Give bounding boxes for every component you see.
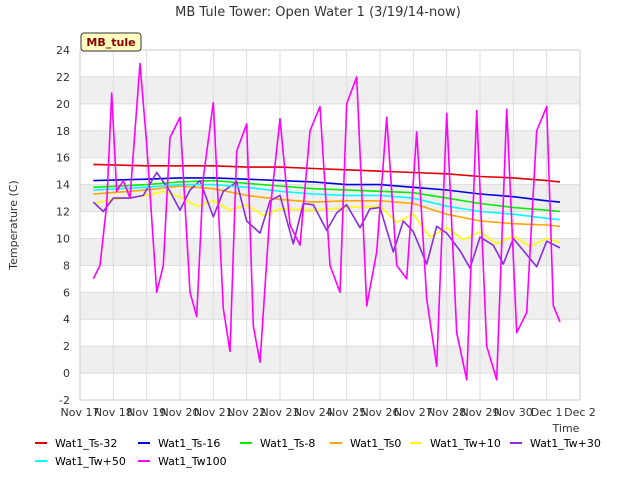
y-tick-label: 2 xyxy=(63,340,70,353)
x-tick-label: Nov 22 xyxy=(227,406,266,419)
legend-item-Wat1_Ts-16: Wat1_Ts-16 xyxy=(138,437,220,450)
x-axis-label: Time xyxy=(552,422,580,435)
plot-band xyxy=(80,76,580,104)
y-tick-label: 18 xyxy=(56,125,70,138)
chart-title: MB Tule Tower: Open Water 1 (3/19/14-now… xyxy=(175,5,461,20)
plot-band xyxy=(80,130,580,158)
badge: MB_tule xyxy=(80,32,142,52)
legend-item-Wat1_Tw+30: Wat1_Tw+30 xyxy=(510,437,601,450)
plot-band xyxy=(80,373,580,400)
series-layer xyxy=(92,62,561,381)
y-tick-label: 14 xyxy=(56,179,70,192)
plot-band xyxy=(80,346,580,374)
plot-band xyxy=(80,157,580,185)
legend-label: Wat1_Ts0 xyxy=(350,437,401,450)
y-tick-label: -2 xyxy=(59,394,70,407)
y-tick-label: 12 xyxy=(56,206,70,219)
legend-item-Wat1_Tw100: Wat1_Tw100 xyxy=(138,455,227,468)
legend-label: Wat1_Ts-32 xyxy=(55,437,117,450)
plot-background xyxy=(80,50,580,400)
legend-label: Wat1_Ts-16 xyxy=(158,437,220,450)
x-tick-label: Nov 25 xyxy=(327,406,366,419)
series-line-Wat1_Ts-8 xyxy=(93,179,561,213)
badge-label: MB_tule xyxy=(86,36,135,49)
x-tick-label: Nov 24 xyxy=(294,406,333,419)
y-tick-label: 22 xyxy=(56,71,70,84)
legend-label: Wat1_Tw+10 xyxy=(430,437,501,450)
badge-box xyxy=(80,32,142,52)
plot-band xyxy=(80,292,580,320)
legend-item-Wat1_Ts-32: Wat1_Ts-32 xyxy=(35,437,117,450)
legend-label: Wat1_Tw+50 xyxy=(55,455,126,468)
legend: Wat1_Ts-32 Wat1_Ts-16 Wat1_Ts-8 Wat1_Ts0 Wat… xyxy=(35,437,601,468)
x-tick-label: Nov 18 xyxy=(94,406,133,419)
axes xyxy=(79,49,581,401)
x-tick-label: Nov 27 xyxy=(394,406,433,419)
legend-item-Wat1_Ts-8: Wat1_Ts-8 xyxy=(240,437,315,450)
y-tick-label: 6 xyxy=(63,286,70,299)
x-tick-label: Dec 1 xyxy=(531,406,563,419)
x-tick-label: Nov 23 xyxy=(261,406,300,419)
x-tick-label: Nov 26 xyxy=(361,406,400,419)
plot-band xyxy=(80,103,580,131)
x-tick-label: Nov 20 xyxy=(161,406,200,419)
x-tick-label: Nov 29 xyxy=(461,406,500,419)
x-tick-label: Nov 17 xyxy=(61,406,100,419)
legend-label: Wat1_Ts-8 xyxy=(260,437,315,450)
series-line-Wat1_Ts-32 xyxy=(93,163,561,183)
y-tick-label: 4 xyxy=(63,313,70,326)
legend-label: Wat1_Tw100 xyxy=(158,455,227,468)
y-tick-label: 0 xyxy=(63,367,70,380)
x-tick-label: Nov 28 xyxy=(427,406,466,419)
legend-item-Wat1_Ts0: Wat1_Ts0 xyxy=(330,437,401,450)
plot-frame xyxy=(79,49,581,401)
x-tick-label: Nov 19 xyxy=(127,406,166,419)
legend-item-Wat1_Tw+10: Wat1_Tw+10 xyxy=(410,437,501,450)
y-tick-label: 24 xyxy=(56,44,70,57)
y-tick-label: 10 xyxy=(56,232,70,245)
plot-band xyxy=(80,319,580,347)
series-line-Wat1_Ts-16 xyxy=(93,177,561,203)
legend-item-Wat1_Tw+50: Wat1_Tw+50 xyxy=(35,455,126,468)
y-tick-label: 16 xyxy=(56,152,70,165)
plot-band xyxy=(80,50,580,77)
series-line-Wat1_Tw+10 xyxy=(93,190,561,248)
series-line-Wat1_Tw100 xyxy=(92,62,561,381)
legend-label: Wat1_Tw+30 xyxy=(530,437,601,450)
x-tick-label: Nov 30 xyxy=(494,406,533,419)
x-tick-label: Dec 2 xyxy=(564,406,596,419)
plot-band xyxy=(80,265,580,293)
y-tick-label: 20 xyxy=(56,98,70,111)
y-axis-label: Temperature (C) xyxy=(7,180,20,270)
y-tick-label: 8 xyxy=(63,259,70,272)
x-tick-label: Nov 21 xyxy=(194,406,233,419)
